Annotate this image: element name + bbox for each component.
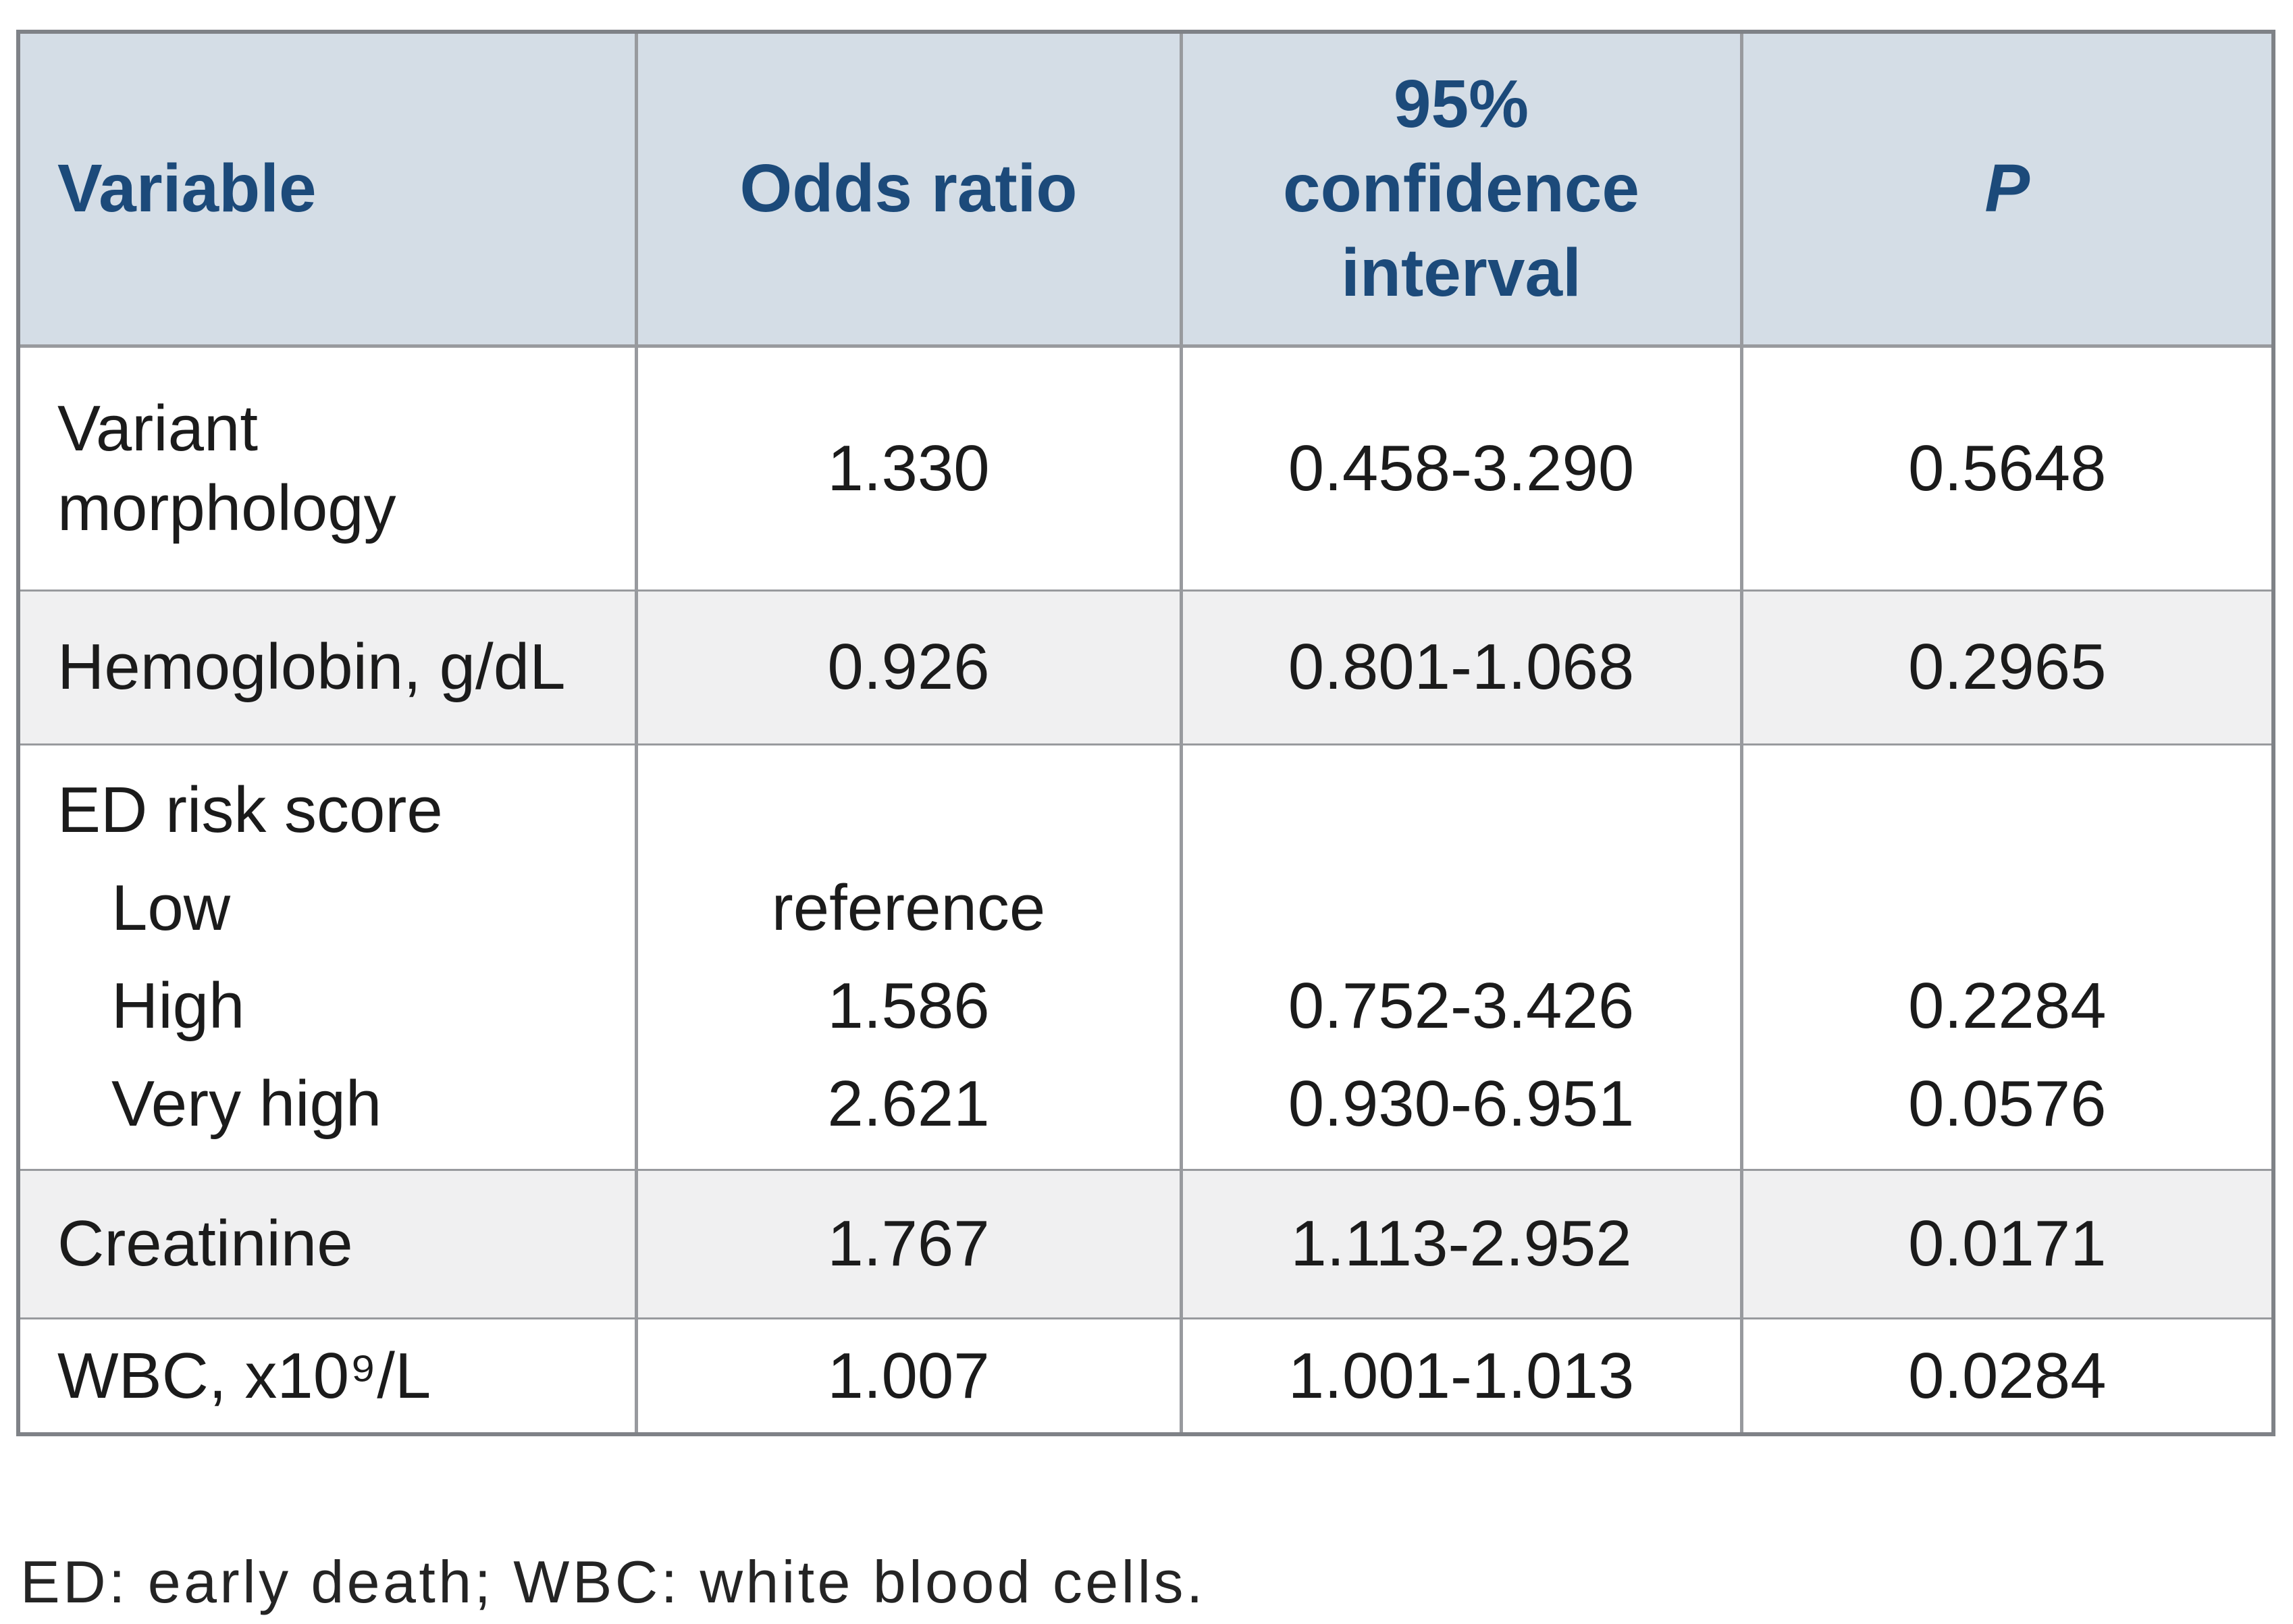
odds-ratio-very-high: 2.621 [827,1068,990,1140]
cell-variable: WBC, x10⁹/L [16,1317,638,1436]
table-row-hemoglobin: Hemoglobin, g/dL 0.926 0.801-1.068 0.296… [16,589,2275,745]
cell-odds-ratio: 1.007 [634,1317,1183,1436]
confidence-interval-header-text: 95% confidence interval [1283,66,1639,311]
group-item-label-high: High [111,970,245,1042]
confidence-interval-very-high: 0.930-6.951 [1288,1068,1635,1140]
p-value-high: 0.2284 [1907,970,2107,1042]
table-row-creatinine: Creatinine 1.767 1.113-2.952 0.0171 [16,1168,2275,1319]
cell-odds-ratio: 1.767 [634,1168,1183,1319]
odds-ratio-high: 1.586 [827,970,990,1042]
cell-p-value-group: 0.2284 0.0576 [1739,743,2275,1171]
cell-p-value: 0.0171 [1739,1168,2275,1319]
cell-confidence-interval: 1.113-2.952 [1179,1168,1743,1319]
table-header-row: Variable Odds ratio 95% confidence inter… [16,30,2275,348]
p-value-very-high: 0.0576 [1907,1068,2107,1140]
cell-p-value: 0.0284 [1739,1317,2275,1436]
cell-p-value: 0.2965 [1739,589,2275,745]
cell-confidence-interval: 0.458-3.290 [1179,344,1743,592]
cell-odds-ratio-group: reference 1.586 2.621 [634,743,1183,1171]
group-item-label-low: Low [111,872,231,944]
blank-line [1745,761,2270,859]
cell-p-value: 0.5648 [1739,344,2275,592]
table-footnote: ED: early death; WBC: white blood cells. [20,1548,1206,1615]
cell-confidence-interval: 0.801-1.068 [1179,589,1743,745]
column-header-confidence-interval: 95% confidence interval [1179,30,1743,348]
cell-variable: Variant morphology [16,344,638,592]
cell-variable-group: ED risk score Low High Very high [16,743,638,1171]
cell-odds-ratio: 0.926 [634,589,1183,745]
confidence-interval-high: 0.752-3.426 [1288,970,1635,1042]
table-row-ed-risk-score: ED risk score Low High Very high referen… [16,743,2275,1171]
confidence-interval-low [1184,859,1738,957]
cell-variable: Hemoglobin, g/dL [16,589,638,745]
column-header-p-value: P [1739,30,2275,348]
group-label: ED risk score [57,774,443,846]
column-header-variable: Variable [16,30,638,348]
p-value-low [1745,859,2270,957]
group-item-label-very-high: Very high [111,1068,382,1140]
cell-confidence-interval-group: 0.752-3.426 0.930-6.951 [1179,743,1743,1171]
odds-ratio-table: Variable Odds ratio 95% confidence inter… [16,30,2275,1436]
table-row-variant-morphology: Variant morphology 1.330 0.458-3.290 0.5… [16,344,2275,592]
column-header-odds-ratio: Odds ratio [634,30,1183,348]
table-row-wbc: WBC, x10⁹/L 1.007 1.001-1.013 0.0284 [16,1317,2275,1436]
cell-variable: Creatinine [16,1168,638,1319]
odds-ratio-low: reference [771,872,1046,944]
blank-line [1184,761,1738,859]
blank-line [639,761,1178,859]
cell-odds-ratio: 1.330 [634,344,1183,592]
cell-confidence-interval: 1.001-1.013 [1179,1317,1743,1436]
